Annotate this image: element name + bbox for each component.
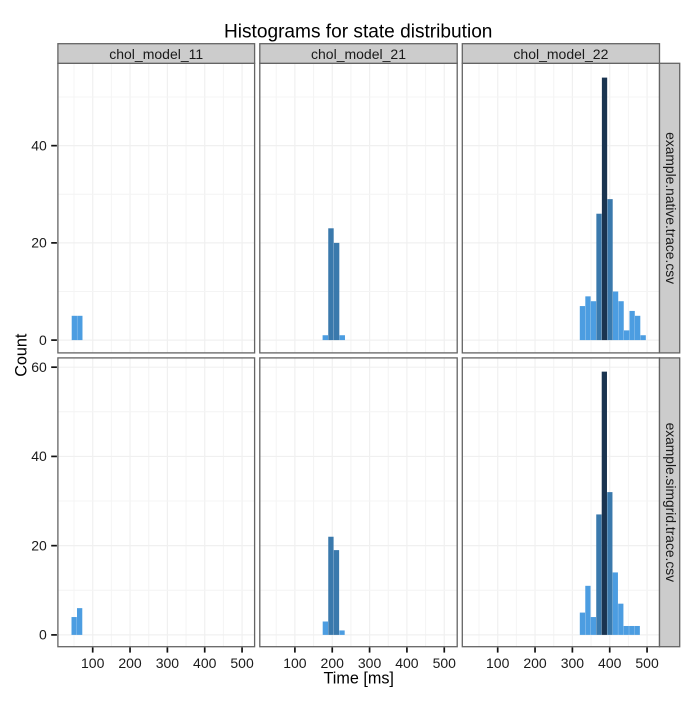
svg-text:100: 100: [283, 655, 307, 671]
svg-text:0: 0: [39, 332, 47, 348]
svg-text:200: 200: [523, 655, 547, 671]
svg-text:example.simgrid.trace.csv: example.simgrid.trace.csv: [663, 423, 678, 583]
svg-text:400: 400: [395, 655, 419, 671]
svg-text:500: 500: [433, 655, 457, 671]
svg-text:400: 400: [193, 655, 217, 671]
svg-text:100: 100: [81, 655, 105, 671]
svg-text:60: 60: [31, 359, 47, 375]
svg-text:300: 300: [561, 655, 585, 671]
svg-text:500: 500: [230, 655, 254, 671]
svg-text:300: 300: [358, 655, 382, 671]
svg-text:Histograms for state distribut: Histograms for state distribution: [224, 22, 492, 43]
svg-text:20: 20: [31, 537, 47, 553]
svg-text:chol_model_11: chol_model_11: [109, 46, 203, 62]
svg-text:Count: Count: [13, 333, 31, 377]
svg-text:200: 200: [321, 655, 345, 671]
svg-text:20: 20: [31, 235, 47, 251]
svg-text:500: 500: [635, 655, 659, 671]
svg-text:400: 400: [598, 655, 622, 671]
svg-text:0: 0: [39, 627, 47, 643]
svg-text:40: 40: [31, 448, 47, 464]
svg-text:100: 100: [486, 655, 510, 671]
svg-text:Time [ms]: Time [ms]: [323, 670, 393, 688]
svg-text:40: 40: [31, 137, 47, 153]
svg-text:example.native.trace.csv: example.native.trace.csv: [663, 132, 678, 284]
svg-text:chol_model_22: chol_model_22: [513, 46, 608, 62]
svg-text:300: 300: [156, 655, 180, 671]
svg-text:200: 200: [118, 655, 142, 671]
svg-text:chol_model_21: chol_model_21: [311, 46, 406, 62]
